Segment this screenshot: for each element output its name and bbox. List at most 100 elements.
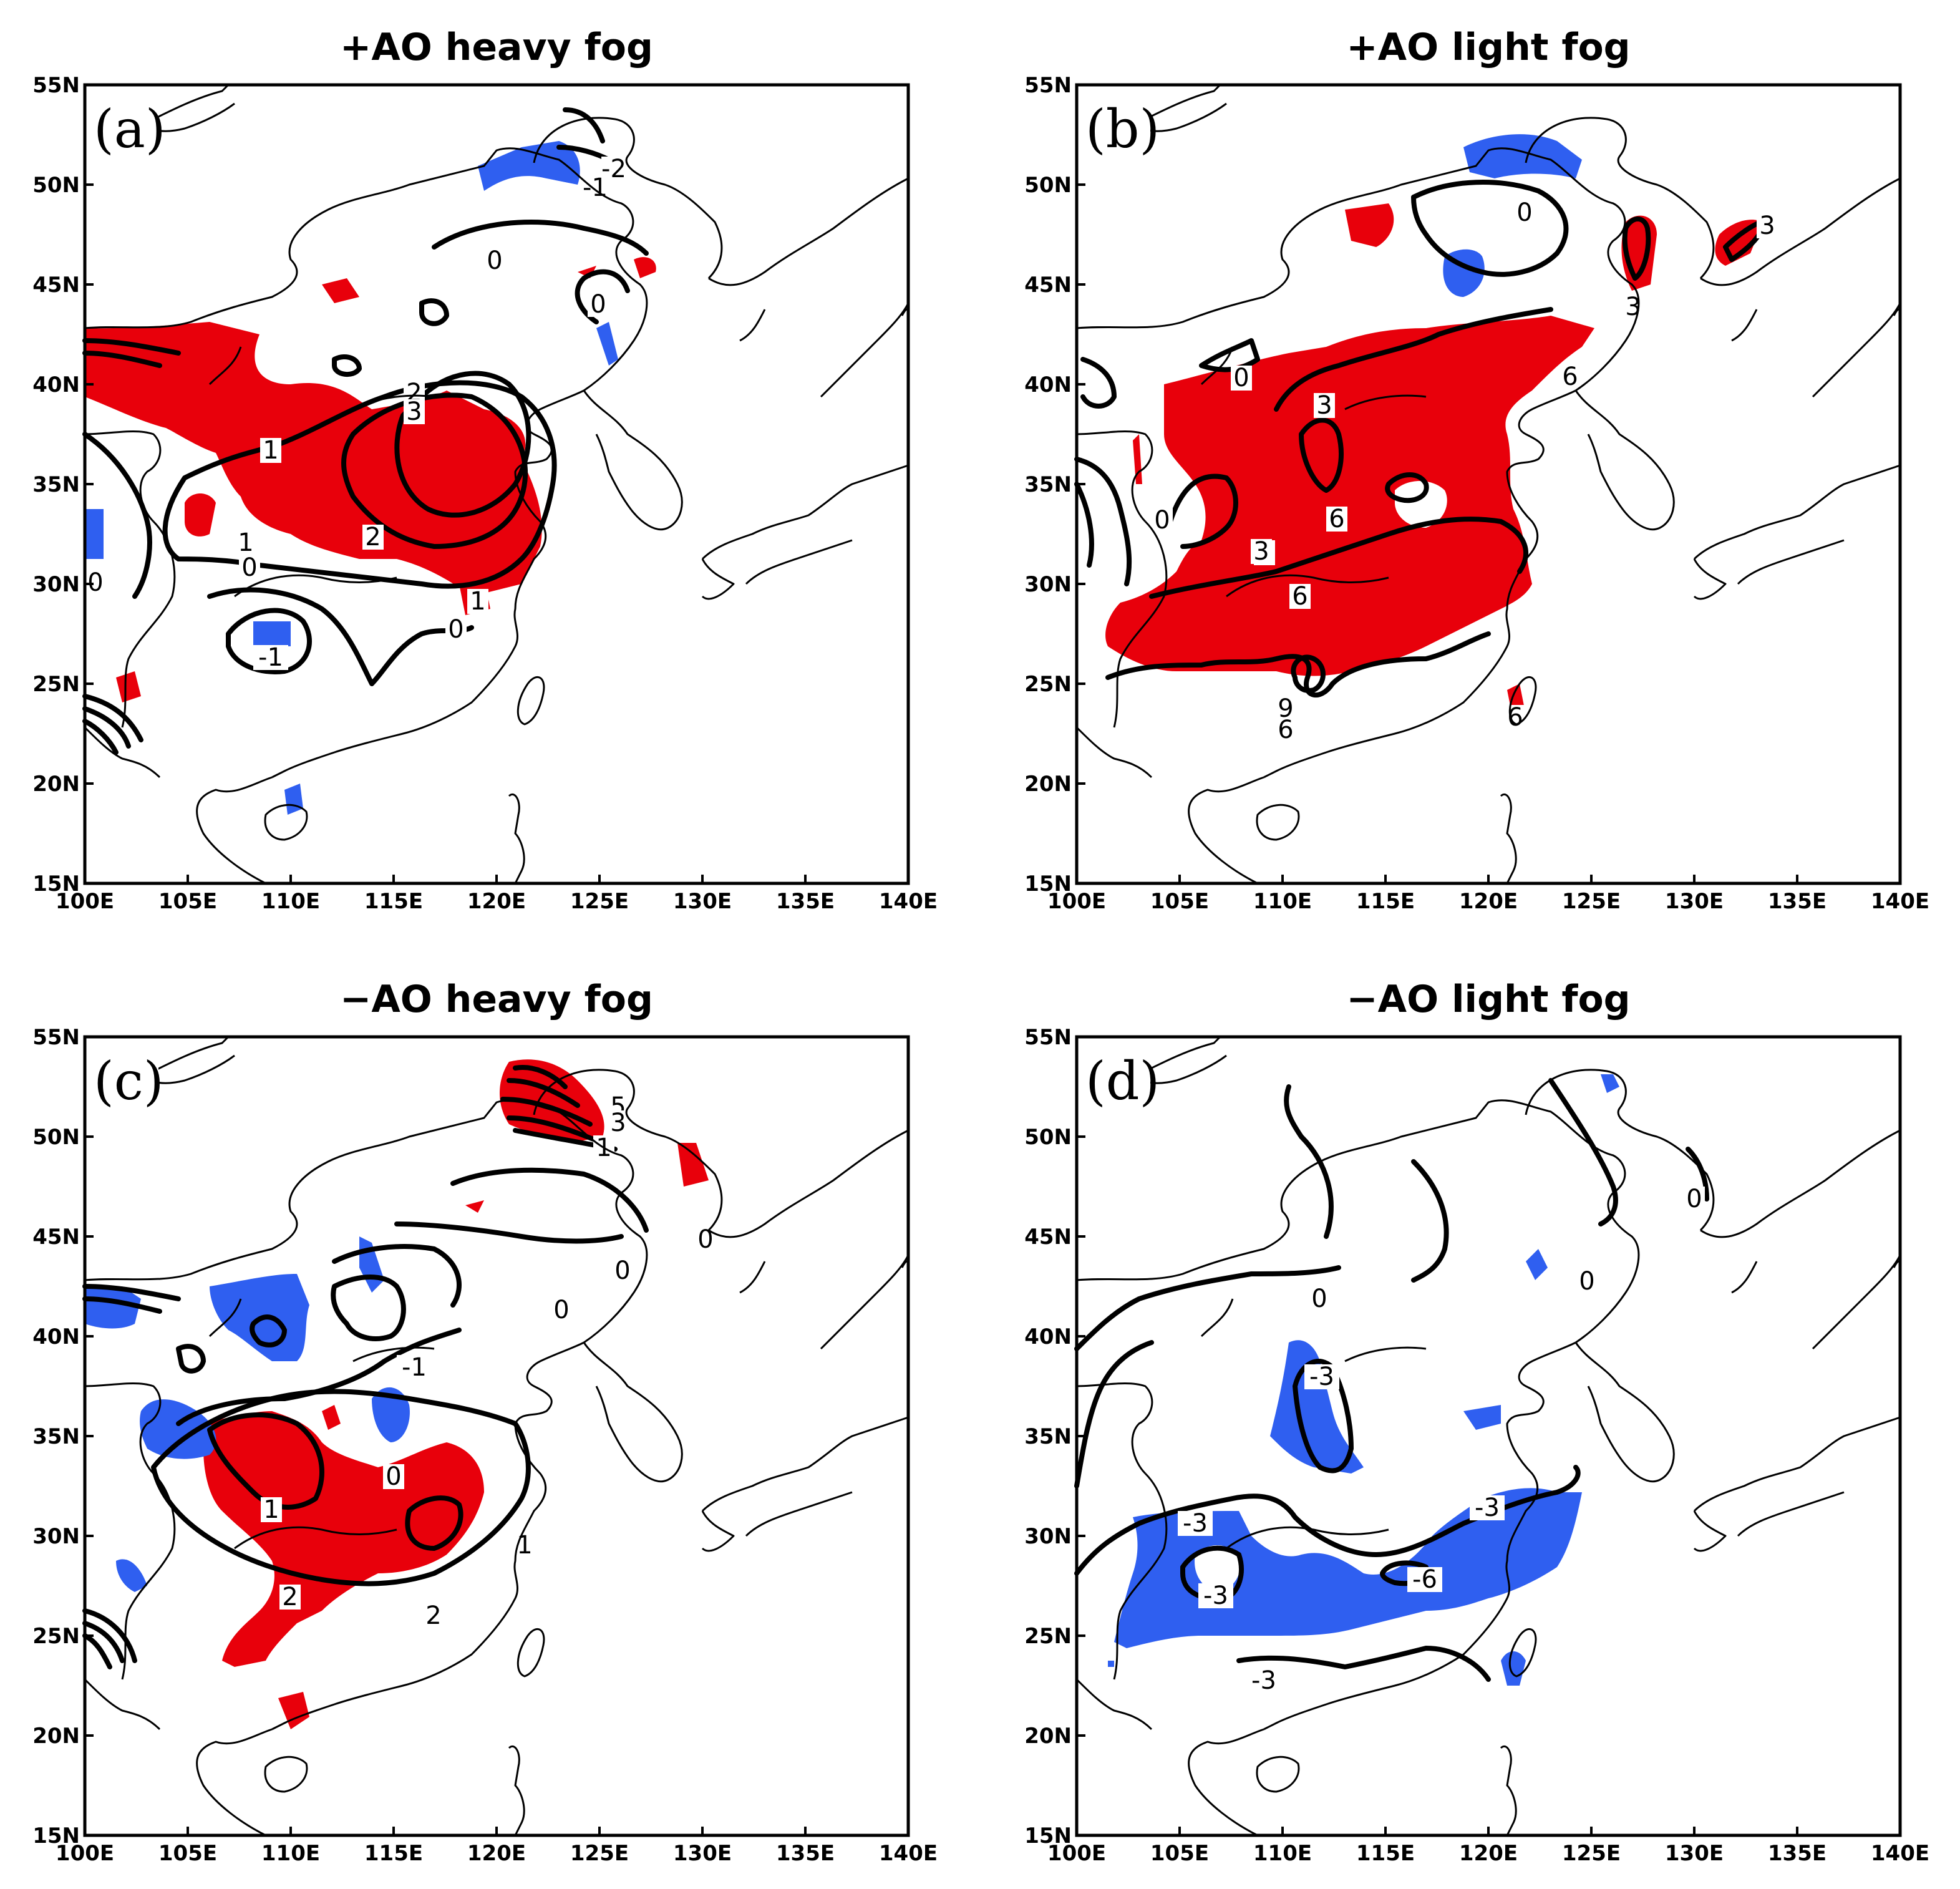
y-tick-label: 35N — [1024, 472, 1072, 497]
contour-label: 2 — [365, 523, 381, 551]
x-tick-label: 135E — [776, 1841, 835, 1866]
panel-c-letter: (c) — [94, 1051, 164, 1112]
y-tick-label: 40N — [1024, 372, 1072, 397]
x-tick-label: 140E — [879, 889, 938, 914]
panel-b-contour — [1149, 517, 1528, 599]
panel-a-contour — [82, 694, 143, 755]
panel-b-contour — [1105, 631, 1491, 698]
y-tick-label: 40N — [1024, 1324, 1072, 1349]
y-tick-label: 25N — [1024, 672, 1072, 697]
panel-d-negative-small — [1501, 1651, 1526, 1686]
panel-b-contour — [1199, 338, 1260, 372]
panel-a-contour — [394, 371, 531, 518]
panel-d-letter: (d) — [1085, 1051, 1160, 1112]
panel-d-contour — [1074, 1465, 1581, 1576]
contour-label: -3 — [1251, 1666, 1276, 1695]
contour-label: -1 — [258, 643, 283, 672]
x-tick-label: 110E — [261, 889, 320, 914]
contour-label: 3 — [1759, 211, 1775, 240]
panel-c-positive-region-south — [203, 1411, 484, 1667]
panel-c-contour — [82, 1608, 137, 1669]
panel-c-positive-small — [677, 1143, 709, 1187]
panel-c-positive-small — [322, 1405, 341, 1430]
panel-c-title: −AO heavy fog — [340, 978, 653, 1021]
panel-a-negative-small — [85, 509, 104, 559]
x-tick-label: 125E — [1562, 889, 1621, 914]
x-tick-label: 130E — [1665, 1841, 1724, 1866]
panel-a-positive-small — [185, 493, 216, 537]
y-tick-label: 30N — [1024, 572, 1072, 597]
panel-d-frame — [1075, 1035, 1902, 1837]
y-tick-label: 30N — [32, 1524, 80, 1549]
contour-label: -6 — [1412, 1565, 1437, 1594]
x-tick-label: 115E — [1356, 889, 1415, 914]
y-tick-label: 45N — [32, 273, 80, 298]
x-tick-label: 115E — [1356, 1841, 1415, 1866]
y-tick-label: 20N — [1024, 1724, 1072, 1749]
panel-d-contour — [1293, 1359, 1354, 1474]
contour-label: 0 — [386, 1462, 401, 1491]
panel-b-negative-region — [1463, 134, 1582, 178]
panel-b-contour — [1411, 180, 1569, 277]
panel-a-contour — [419, 298, 449, 326]
x-tick-label: 125E — [570, 1841, 629, 1866]
panel-c-contour — [176, 1344, 206, 1374]
panel-d: −AO light fog 0 0 0 -3 -3 -3 -3 -6 - — [1024, 978, 1929, 1866]
contour-label: -3 — [1183, 1509, 1208, 1538]
panel-c-contour — [151, 1389, 531, 1586]
x-tick-label: 100E — [1047, 1841, 1106, 1866]
panel-c-negative-small — [359, 1236, 384, 1293]
panel-d-contour — [1411, 1159, 1449, 1283]
y-tick-label: 20N — [1024, 772, 1072, 797]
contour-label: -3 — [1203, 1581, 1228, 1610]
panel-b: +AO light fog 0 3 3 3 6 0 3 — [1024, 26, 1929, 914]
panel-b-contour — [1385, 472, 1429, 503]
x-tick-label: 105E — [1150, 1841, 1209, 1866]
panel-c-contour — [405, 1495, 463, 1551]
panel-a-contour — [226, 608, 312, 674]
y-tick-label: 20N — [32, 772, 80, 797]
panel-c-contour — [250, 1314, 287, 1348]
panel-a-contour — [162, 380, 557, 589]
y-tick-label: 50N — [32, 173, 80, 198]
contour-label: 0 — [553, 1296, 569, 1324]
x-tick-label: 140E — [1871, 1841, 1929, 1866]
contour-label: 1 — [263, 436, 278, 465]
y-tick-label: 50N — [1024, 1125, 1072, 1150]
panel-d-hole — [1195, 1545, 1241, 1592]
panel-d-contour — [1074, 1340, 1154, 1488]
panel-a-contour-labels: -2 -1 0 0 2 3 1 1 0 2 1 0 -1 0 — [85, 155, 626, 672]
x-tick-label: 125E — [1562, 1841, 1621, 1866]
contour-label: 1 — [517, 1531, 532, 1560]
y-tick-label: 40N — [32, 372, 80, 397]
y-tick-label: 15N — [1024, 1823, 1072, 1848]
panel-a-title: +AO heavy fog — [340, 26, 653, 69]
y-tick-label: 35N — [32, 1424, 80, 1449]
y-tick-label: 15N — [1024, 872, 1072, 896]
panel-a-contour — [207, 587, 474, 686]
x-tick-label: 140E — [879, 1841, 938, 1866]
y-tick-label: 45N — [1024, 273, 1072, 298]
x-tick-label: 110E — [1253, 889, 1312, 914]
panel-b-contour — [1168, 473, 1238, 549]
contour-label: 3 — [1253, 537, 1269, 566]
panel-a-letter: (a) — [94, 99, 166, 160]
panel-d-negative-small — [1463, 1405, 1501, 1430]
panel-b-contour — [1074, 457, 1132, 586]
panel-c: −AO heavy fog 5 3 1 0 0 — [32, 978, 938, 1866]
y-tick-label: 15N — [32, 1823, 80, 1848]
x-tick-label: 115E — [364, 889, 423, 914]
x-tick-label: 120E — [467, 1841, 526, 1866]
contour-label: 0 — [241, 553, 257, 582]
panel-a-positive-small — [116, 671, 141, 702]
panel-d-axes: 100E 105E 110E 115E 120E 125E 130E 135E 140E 15N 2… — [1024, 1025, 1929, 1866]
contour-label: 0 — [1233, 364, 1249, 392]
panel-c-contour — [500, 1065, 618, 1152]
x-tick-label: 135E — [1768, 889, 1827, 914]
panel-a-negative-small — [284, 784, 303, 815]
panel-a-contour — [332, 354, 362, 377]
panel-a-positive-small — [578, 257, 656, 278]
panel-b-contour-labels: 0 3 3 3 6 0 3 0 6 3 6 9 6 6 — [1152, 198, 1778, 744]
x-tick-label: 105E — [158, 889, 217, 914]
